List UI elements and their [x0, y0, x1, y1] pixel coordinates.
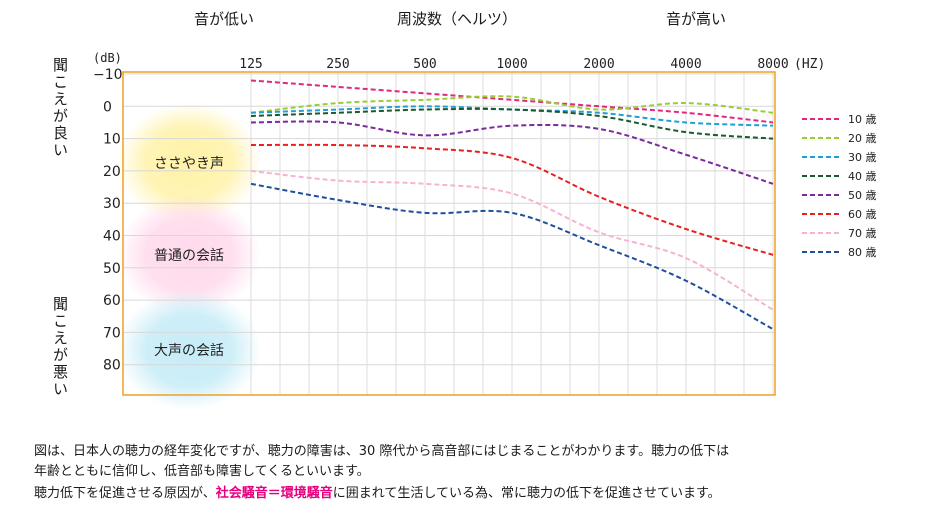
x-tick-label: 2000: [583, 57, 614, 72]
zone-blob: [117, 195, 261, 315]
y-tick-label: 80: [103, 358, 121, 374]
hearing-bad-label: 聞こえが悪い: [51, 296, 69, 398]
legend-label: 20 歳: [848, 132, 877, 145]
series-line: [250, 182, 774, 331]
legend-label: 60 歳: [848, 208, 877, 221]
y-tick-label: 50: [103, 261, 121, 277]
y-tick-label: 70: [103, 325, 121, 341]
caption-line-3-end: に囲まれて生活している為、常に聴力の低下を促進させています。: [332, 486, 721, 501]
zone-label: 普通の会話: [154, 247, 224, 264]
caption-line-3: 聴力低下を促進させる原因が、社会騒音＝環境騒音に囲まれて生活している為、常に聴力…: [34, 484, 721, 504]
x-tick-label: 4000: [670, 57, 701, 72]
high-sound-label: 音が高い: [666, 10, 727, 28]
legend-label: 30 歳: [848, 151, 877, 164]
x-tick-label: 250: [326, 57, 349, 72]
y-tick-label: −10: [93, 67, 123, 83]
legend-label: 80 歳: [848, 246, 877, 259]
series-line: [250, 143, 774, 256]
y-tick-label: 30: [103, 196, 121, 212]
legend-label: 40 歳: [848, 170, 877, 183]
x-unit-label: (HZ): [794, 57, 825, 72]
series-line: [250, 79, 774, 124]
low-sound-label: 音が低い: [194, 10, 255, 28]
y-tick-label: 0: [103, 99, 112, 115]
y-tick-label: 20: [103, 164, 121, 180]
caption-line-2: 年齢とともに信仰し、低音部も障害してくるといいます。: [34, 464, 370, 479]
series-line: [250, 120, 774, 185]
zone-label: ささやき声: [154, 156, 224, 172]
x-tick-label: 500: [413, 57, 436, 72]
caption-line-1: 図は、日本人の聴力の経年変化ですが、聴力の障害は、30 際代から高音部にはじまる…: [34, 444, 730, 459]
zone-blob: [117, 290, 261, 410]
frequency-axis-title: 周波数（ヘルツ）: [397, 10, 518, 28]
series-line: [250, 169, 774, 311]
noise-highlight: 社会騒音＝環境騒音: [215, 486, 333, 501]
series-line: [250, 105, 774, 127]
y-unit-label: (dB): [93, 51, 122, 65]
x-tick-label: 125: [239, 57, 262, 72]
y-tick-label: 40: [103, 229, 121, 245]
caption-line-3-start: 聴力低下を促進させる原因が、: [34, 486, 216, 501]
zone-label: 大声の会話: [154, 342, 224, 359]
x-tick-label: 8000: [757, 57, 788, 72]
legend-label: 50 歳: [848, 189, 877, 202]
series-line: [250, 107, 774, 140]
x-tick-label: 1000: [496, 57, 527, 72]
legend-label: 10 歳: [848, 113, 877, 126]
legend-label: 70 歳: [848, 227, 877, 240]
plot-frame: [122, 71, 776, 396]
hearing-good-label: 聞こえが良い: [51, 57, 69, 159]
y-tick-label: 10: [103, 132, 121, 148]
zone-blob: [117, 103, 261, 223]
y-tick-label: 60: [103, 293, 121, 309]
